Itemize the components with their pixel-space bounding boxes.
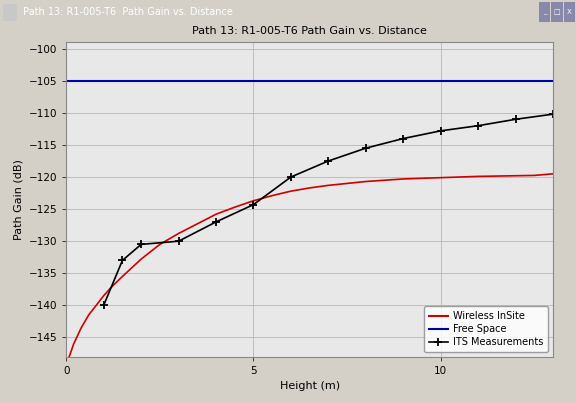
Bar xyxy=(3,4,17,21)
Title: Path 13: R1-005-T6 Path Gain vs. Distance: Path 13: R1-005-T6 Path Gain vs. Distanc… xyxy=(192,26,427,36)
X-axis label: Height (m): Height (m) xyxy=(279,381,340,391)
Legend: Wireless InSite, Free Space, ITS Measurements: Wireless InSite, Free Space, ITS Measure… xyxy=(424,306,548,352)
Text: X: X xyxy=(567,10,572,15)
Y-axis label: Path Gain (dB): Path Gain (dB) xyxy=(13,159,23,240)
Text: Path 13: R1-005-T6  Path Gain vs. Distance: Path 13: R1-005-T6 Path Gain vs. Distanc… xyxy=(23,8,233,17)
Text: _: _ xyxy=(543,10,546,15)
Bar xyxy=(539,2,550,23)
Text: □: □ xyxy=(554,10,560,15)
Bar xyxy=(551,2,563,23)
Bar xyxy=(564,2,575,23)
